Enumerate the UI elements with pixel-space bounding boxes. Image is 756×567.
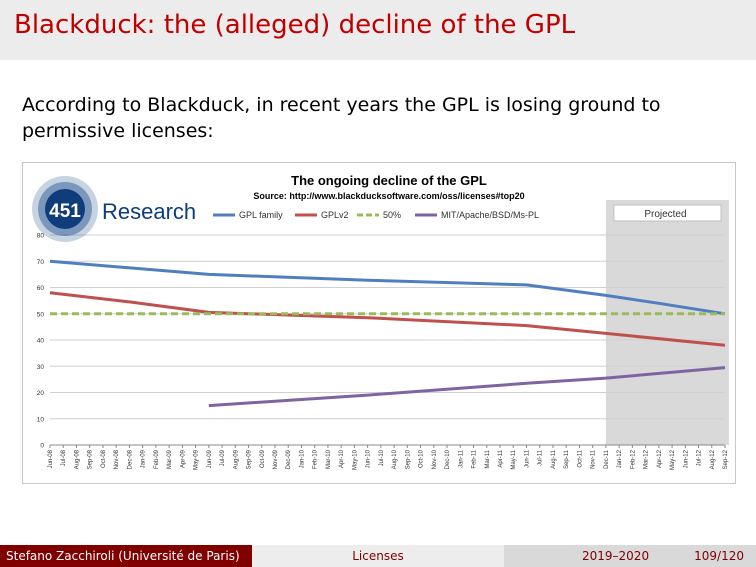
- x-tick-label: Sep-11: [564, 449, 570, 469]
- y-tick-label: 20: [37, 390, 45, 397]
- x-tick-label: Sep-08: [88, 449, 94, 469]
- x-tick-label: Sep-09: [247, 449, 253, 469]
- x-tick-label: Apr-12: [657, 449, 663, 468]
- x-tick-label: Aug-09: [233, 449, 239, 469]
- x-tick-label: Nov-09: [273, 449, 279, 469]
- y-tick-label: 30: [37, 364, 45, 371]
- x-tick-label: Jan-10: [299, 449, 305, 468]
- x-tick-label: Oct-10: [419, 449, 425, 468]
- y-tick-label: 80: [37, 233, 45, 240]
- legend-label: MIT/Apache/BSD/Ms-PL: [441, 210, 539, 220]
- x-tick-label: Aug-08: [74, 449, 80, 469]
- x-tick-label: Jul-09: [220, 449, 226, 466]
- chart-subtitle: Source: http://www.blackducksoftware.com…: [253, 191, 524, 201]
- x-tick-label: Oct-09: [260, 449, 266, 468]
- y-tick-label: 0: [40, 443, 44, 450]
- x-tick-label: Dec-10: [445, 449, 451, 469]
- x-tick-label: Feb-09: [154, 449, 160, 469]
- slide-title: Blackduck: the (alleged) decline of the …: [14, 10, 576, 40]
- x-tick-label: May-10: [352, 449, 358, 470]
- series-line: [49, 291, 726, 347]
- x-tick-label: Mar-10: [326, 449, 332, 469]
- chart-title: The ongoing decline of the GPL: [291, 173, 487, 188]
- x-tick-label: Aug-12: [710, 449, 716, 469]
- footer-author: Stefano Zacchiroli (Université de Paris): [0, 545, 252, 567]
- x-tick-label: May-12: [670, 449, 676, 470]
- footer-page-number: 109/120: [694, 549, 744, 563]
- x-tick-label: Apr-10: [339, 449, 345, 468]
- x-tick-label: Feb-12: [630, 449, 636, 469]
- logo-disc: [45, 189, 85, 229]
- x-tick-label: Mar-09: [167, 449, 173, 469]
- x-tick-label: Jan-09: [141, 449, 147, 468]
- x-tick-label: Aug-11: [551, 449, 557, 469]
- x-tick-label: Jan-11: [458, 449, 464, 468]
- footer-year: 2019–2020: [582, 549, 650, 563]
- x-tick-label: Apr-11: [498, 449, 504, 467]
- y-tick-label: 50: [37, 311, 45, 318]
- x-tick-label: Nov-11: [591, 449, 597, 469]
- x-tick-label: Dec-08: [127, 449, 133, 469]
- logo-number: 451: [49, 201, 81, 222]
- chart-figure: Projected 0 10 20 30 40 50 60 70 80 Jun-08 Jul-08 Au…: [22, 162, 736, 484]
- x-tick-label: Jul-08: [61, 449, 67, 466]
- y-tick-label: 60: [37, 285, 45, 292]
- title-bar: Blackduck: the (alleged) decline of the …: [0, 0, 756, 60]
- x-tick-label: Jan-12: [617, 449, 623, 468]
- x-tick-label: Mar-12: [644, 449, 650, 469]
- line-chart: Projected 0 10 20 30 40 50 60 70 80 Jun-08 Jul-08 Au…: [32, 173, 729, 470]
- x-tick-label: Jun-12: [683, 449, 689, 468]
- y-tick-label: 10: [37, 416, 45, 423]
- x-tick-label: Jun-11: [524, 449, 530, 468]
- x-tick-label: Dec-09: [286, 449, 292, 469]
- x-tick-label: Jun-09: [207, 449, 213, 468]
- footer-topic: Licenses: [252, 545, 504, 567]
- series-line: [208, 366, 726, 408]
- footer-right: 2019–2020 109/120: [504, 545, 756, 567]
- x-tick-label: Sep-10: [405, 449, 411, 469]
- projected-region: [605, 200, 729, 445]
- x-tick-label: Jul-10: [379, 449, 385, 466]
- logo-word: Research: [102, 199, 196, 224]
- legend-label: GPL family: [239, 210, 283, 220]
- x-tick-label: Mar-11: [485, 449, 491, 468]
- x-tick-label: Feb-10: [313, 449, 319, 469]
- x-tick-label: Feb-11: [472, 449, 478, 468]
- x-tick-label: May-11: [511, 449, 517, 469]
- slide-text: According to Blackduck, in recent years …: [22, 94, 661, 142]
- legend-label: 50%: [383, 210, 401, 220]
- x-tick-label: Jun-08: [48, 449, 54, 468]
- x-tick-label: Jul-11: [538, 449, 544, 466]
- x-tick-label: Apr-09: [180, 449, 186, 468]
- series-line: [49, 259, 726, 316]
- x-tick-label: Nov-10: [432, 449, 438, 469]
- x-tick-label: Sep-12: [723, 449, 729, 469]
- x-tick-label: Nov-08: [114, 449, 120, 469]
- x-tick-label: Dec-11: [604, 449, 610, 469]
- x-tick-label: Oct-11: [577, 449, 583, 467]
- footer: Stefano Zacchiroli (Université de Paris)…: [0, 545, 756, 567]
- x-tick-label: Oct-08: [101, 449, 107, 468]
- y-tick-label: 40: [37, 338, 45, 345]
- x-tick-label: Jul-12: [697, 449, 703, 466]
- x-tick-label: May-09: [194, 449, 200, 470]
- projected-label: Projected: [644, 209, 686, 220]
- legend-label: GPLv2: [321, 210, 349, 220]
- y-tick-label: 70: [37, 259, 45, 266]
- projected-label-box: [613, 204, 722, 222]
- x-tick-label: Aug-10: [392, 449, 398, 469]
- x-tick-label: Jun-10: [366, 449, 372, 468]
